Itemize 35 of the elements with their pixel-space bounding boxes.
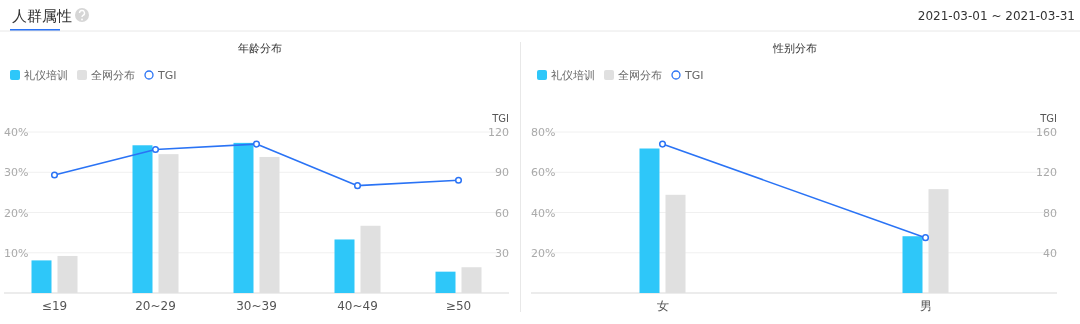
- y2-tick-label: 90: [495, 166, 509, 180]
- y2-tick-label: 120: [488, 126, 509, 139]
- legend-label: TGI: [684, 69, 704, 82]
- x-tick-label: 40~49: [337, 299, 378, 313]
- legend-label: TGI: [157, 69, 177, 82]
- y-tick-label: 40%: [531, 206, 556, 220]
- x-tick-label: ≥50: [445, 299, 472, 313]
- text: 2021-03-01 ~ 2021-03-31: [917, 9, 1075, 23]
- y-tick-label: 80%: [531, 126, 556, 139]
- y2-tick-label: 30: [495, 246, 509, 260]
- chart-title: 性别分布: [772, 42, 817, 55]
- y2-tick-label: 120: [1036, 166, 1057, 180]
- text: 人群属性: [12, 7, 72, 25]
- y2-tick-label: 80: [1043, 206, 1057, 220]
- y-tick-label: 20%: [4, 206, 29, 220]
- legend-label: 礼仪培训: [551, 69, 595, 82]
- y-tick-label: 10%: [4, 246, 29, 260]
- x-tick-label: 20~29: [135, 299, 176, 313]
- y2-axis-title: TGI: [491, 113, 509, 124]
- y2-axis-title: TGI: [1039, 113, 1057, 124]
- legend-label: 全网分布: [618, 69, 662, 82]
- legend-label: 礼仪培训: [24, 69, 68, 82]
- chart-title: 年龄分布: [238, 42, 282, 55]
- y2-tick-label: 160: [1036, 126, 1057, 139]
- x-tick-label: 男: [919, 299, 932, 313]
- y2-tick-label: 60: [495, 206, 509, 220]
- y-tick-label: 20%: [531, 246, 556, 260]
- y2-tick-label: 40: [1043, 246, 1057, 260]
- y-tick-label: 40%: [4, 126, 29, 139]
- y-tick-label: 30%: [4, 166, 29, 180]
- x-tick-label: 30~39: [236, 299, 277, 313]
- x-tick-label: 女: [656, 299, 669, 313]
- y-tick-label: 60%: [531, 166, 556, 180]
- legend-label: 全网分布: [91, 69, 135, 82]
- x-tick-label: ≤19: [41, 299, 68, 313]
